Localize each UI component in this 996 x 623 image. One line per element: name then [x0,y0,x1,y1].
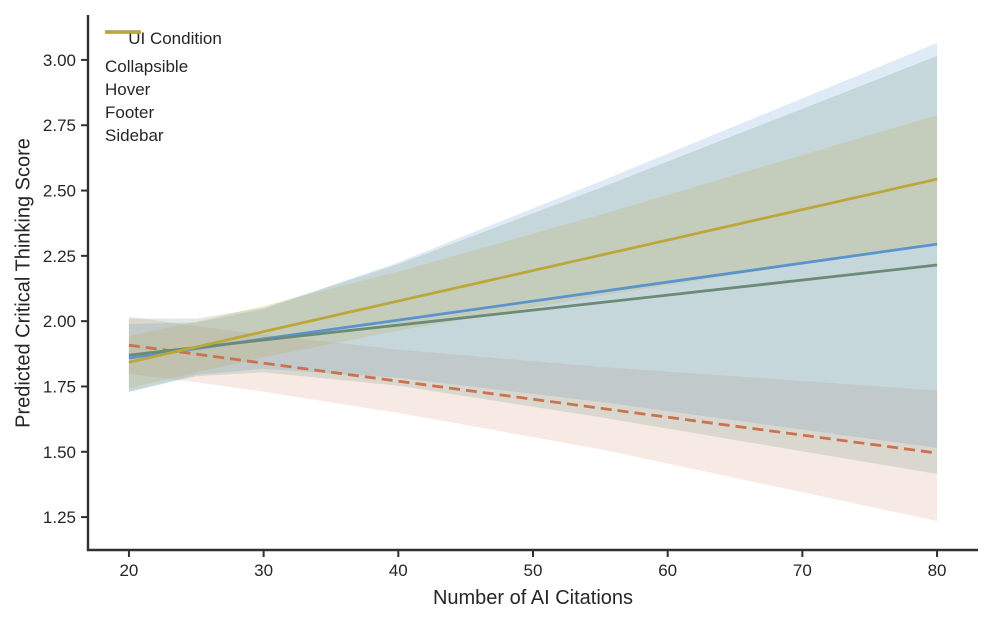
y-axis-title: Predicted Critical Thinking Score [12,138,35,428]
legend-label: Hover [105,80,151,99]
y-tick-label: 2.25 [43,247,76,266]
line-sidebar [128,177,938,364]
legend-label: Sidebar [105,126,164,145]
x-tick-label: 80 [928,561,947,580]
x-tick-label: 50 [524,561,543,580]
legend-label: Footer [105,103,155,122]
legend-item-footer: Footer [105,30,245,124]
legend-item-collapsible: Collapsible [105,30,245,78]
y-tick-label: 3.00 [43,51,76,70]
y-tick-label: 2.00 [43,312,76,331]
ci-band-sidebar [128,115,938,389]
legend-label: Collapsible [105,57,189,76]
y-tick-label: 2.50 [43,182,76,201]
legend: UI Condition Collapsible Hover Footer Sideb… [105,29,245,147]
legend-swatch-sidebar [105,30,141,34]
ci-band-hover [128,43,938,448]
x-tick-label: 20 [119,561,138,580]
y-tick-label: 1.75 [43,377,76,396]
x-tick-label: 70 [793,561,812,580]
y-tick-label: 1.50 [43,443,76,462]
line-collapsible [128,343,938,455]
x-tick-label: 30 [254,561,273,580]
ci-band-footer [128,56,938,474]
x-tick-label: 60 [658,561,677,580]
legend-items: Collapsible Hover Footer Sidebar [105,30,245,147]
ci-band-collapsible [128,316,938,521]
x-axis-title: Number of AI Citations [432,587,634,609]
legend-item-sidebar: Sidebar [105,30,245,147]
legend-item-hover: Hover [105,30,245,101]
x-tick-label: 40 [389,561,408,580]
y-tick-label: 1.25 [43,508,76,527]
y-tick-label: 2.75 [43,116,76,135]
legend-title: UI Condition [128,29,222,48]
